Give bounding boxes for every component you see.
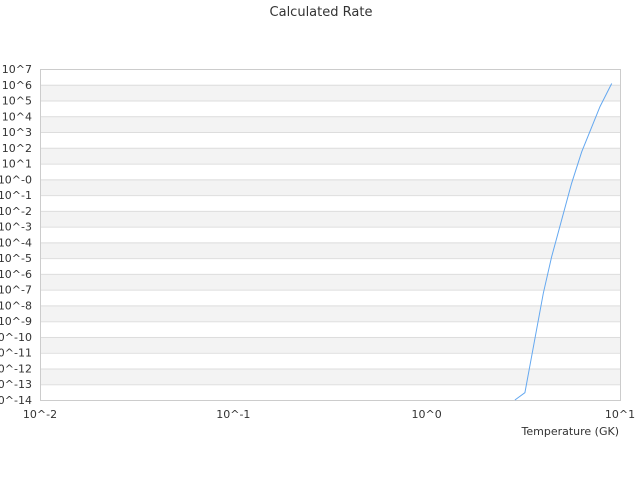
- y-tick-label: 10^2: [2, 142, 32, 155]
- plot-frame: [40, 69, 621, 401]
- grid-band: [40, 163, 620, 180]
- y-tick-label: 10^-9: [0, 315, 32, 328]
- y-tick-label: 10^-1: [0, 189, 32, 202]
- y-tick-label: 10^-12: [0, 362, 32, 375]
- grid-band: [40, 258, 620, 274]
- grid-band: [40, 226, 620, 243]
- y-tick-label: 10^-5: [0, 252, 32, 265]
- y-tick-label: 10^-8: [0, 299, 32, 312]
- y-tick-label: 10^-7: [0, 284, 32, 297]
- y-tick-label: 10^-6: [0, 268, 32, 281]
- y-tick-label: 10^-11: [0, 347, 32, 360]
- x-tick-label: 10^-1: [216, 408, 250, 421]
- grid-band: [40, 321, 620, 337]
- y-tick-label: 10^5: [2, 95, 32, 108]
- x-axis-label: Temperature (GK): [521, 425, 620, 438]
- y-tick-label: 10^-14: [0, 394, 32, 407]
- grid-band: [40, 336, 620, 353]
- y-tick-label: 10^4: [2, 110, 32, 123]
- y-tick-label: 10^-0: [0, 173, 32, 186]
- grid-band: [40, 289, 620, 306]
- grid-band: [40, 352, 620, 369]
- y-tick-label: 10^-13: [0, 378, 32, 391]
- grid-band: [40, 116, 620, 133]
- y-tick-label: 10^3: [2, 126, 32, 139]
- grid-band: [40, 84, 620, 101]
- series-line: [514, 83, 613, 401]
- y-tick-label: 10^-10: [0, 331, 32, 344]
- chart-title: Calculated Rate: [270, 5, 373, 20]
- grid-band: [40, 384, 620, 400]
- x-tick-label: 10^1: [605, 408, 635, 421]
- grid-band: [40, 195, 620, 211]
- x-tick-label: 10^-2: [23, 408, 57, 421]
- y-tick-label: 10^-3: [0, 221, 32, 234]
- grid-band: [40, 179, 620, 196]
- y-tick-label: 10^1: [2, 158, 32, 171]
- grid-band: [40, 147, 620, 164]
- grid-band: [40, 242, 620, 259]
- y-tick-label: 10^6: [2, 79, 32, 92]
- grid-band: [40, 132, 620, 148]
- grid-band: [40, 100, 620, 117]
- grid-band: [40, 273, 620, 290]
- grid-band: [40, 305, 620, 322]
- y-tick-label: 10^-2: [0, 205, 32, 218]
- x-tick-label: 10^0: [412, 408, 442, 421]
- y-tick-label: 10^-4: [0, 236, 32, 249]
- grid-band: [40, 69, 620, 85]
- y-tick-label: 10^7: [2, 63, 32, 76]
- grid-band: [40, 368, 620, 385]
- grid-band: [40, 210, 620, 227]
